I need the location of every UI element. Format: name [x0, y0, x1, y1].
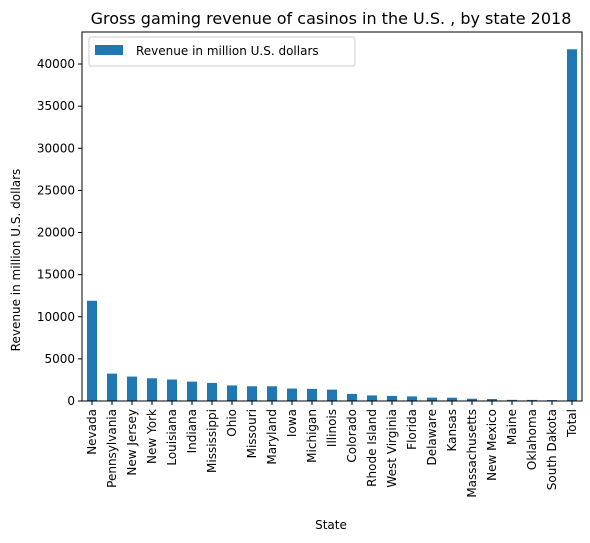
- legend-label: Revenue in million U.S. dollars: [136, 44, 319, 58]
- bar-michigan: [307, 388, 317, 401]
- bar-indiana: [187, 381, 197, 401]
- x-tick-label: Illinois: [325, 409, 339, 447]
- x-tick-label: Nevada: [85, 409, 99, 455]
- bar-rhode-island: [367, 395, 377, 401]
- x-axis-label: State: [315, 518, 347, 532]
- x-tick-label: New York: [145, 409, 159, 464]
- x-tick-label: Maine: [505, 409, 519, 445]
- bar-maryland: [267, 386, 277, 401]
- x-tick-label: New Jersey: [125, 409, 139, 476]
- x-tick-label: Oklahoma: [525, 409, 539, 470]
- x-tick-label: Massachusetts: [465, 409, 479, 498]
- x-tick-label: Total: [565, 409, 579, 438]
- y-tick-label: 30000: [37, 141, 75, 155]
- bar-west-virginia: [387, 395, 397, 401]
- bar-total: [567, 49, 577, 402]
- x-tick-label: Maryland: [265, 409, 279, 465]
- x-tick-label: Delaware: [425, 409, 439, 466]
- legend: Revenue in million U.S. dollars: [88, 36, 356, 67]
- bar-illinois: [327, 389, 337, 401]
- bars-group: [87, 49, 577, 402]
- bar-delaware: [427, 397, 437, 401]
- y-tick-label: 5000: [44, 352, 75, 366]
- bar-nevada: [87, 300, 97, 401]
- y-tick-label: 40000: [37, 57, 75, 71]
- bar-new-jersey: [127, 376, 137, 401]
- x-tick-label: Mississippi: [205, 409, 219, 473]
- y-axis-ticks: 0 5000 10000 15000 20000 25000 30000 35000 40000: [37, 57, 82, 408]
- x-tick-label: Pennsylvania: [105, 409, 119, 488]
- x-tick-label: Missouri: [245, 409, 259, 458]
- bar-mississippi: [207, 382, 217, 401]
- y-tick-label: 0: [67, 394, 75, 408]
- x-tick-label: West Virginia: [385, 409, 399, 488]
- bar-missouri: [247, 386, 257, 401]
- y-tick-label: 20000: [37, 226, 75, 240]
- x-tick-label: Indiana: [185, 409, 199, 453]
- bar-new-york: [147, 378, 157, 401]
- x-tick-label: Ohio: [225, 409, 239, 437]
- x-tick-label: Kansas: [445, 409, 459, 451]
- legend-swatch: [95, 45, 123, 55]
- x-tick-label: New Mexico: [485, 409, 499, 481]
- bar-new-mexico: [487, 398, 497, 401]
- y-tick-label: 15000: [37, 268, 75, 282]
- x-tick-label: Rhode Island: [365, 409, 379, 487]
- plot-frame: [81, 31, 583, 402]
- bar-louisiana: [167, 379, 177, 401]
- bar-pennsylvania: [107, 373, 117, 401]
- y-tick-label: 25000: [37, 183, 75, 197]
- chart-title: Gross gaming revenue of casinos in the U…: [91, 9, 572, 28]
- x-tick-label: Louisiana: [165, 409, 179, 466]
- bar-maine: [507, 399, 517, 401]
- y-tick-label: 10000: [37, 310, 75, 324]
- bar-massachusetts: [467, 398, 477, 401]
- x-tick-label: Florida: [405, 409, 419, 450]
- legend-box: [88, 36, 356, 67]
- bar-florida: [407, 396, 417, 401]
- x-tick-label: South Dakota: [545, 409, 559, 490]
- bar-kansas: [447, 397, 457, 401]
- y-tick-label: 35000: [37, 99, 75, 113]
- x-tick-label: Colorado: [345, 409, 359, 463]
- bar-ohio: [227, 385, 237, 401]
- bar-colorado: [347, 393, 357, 401]
- bar-oklahoma: [527, 399, 537, 401]
- x-tick-label: Michigan: [305, 409, 319, 463]
- y-axis-label: Revenue in million U.S. dollars: [9, 169, 23, 352]
- x-axis-ticks: Nevada Pennsylvania New Jersey New York Loui…: [85, 401, 579, 498]
- bar-iowa: [287, 388, 297, 401]
- axes-frame: [81, 31, 583, 402]
- x-tick-label: Iowa: [285, 409, 299, 437]
